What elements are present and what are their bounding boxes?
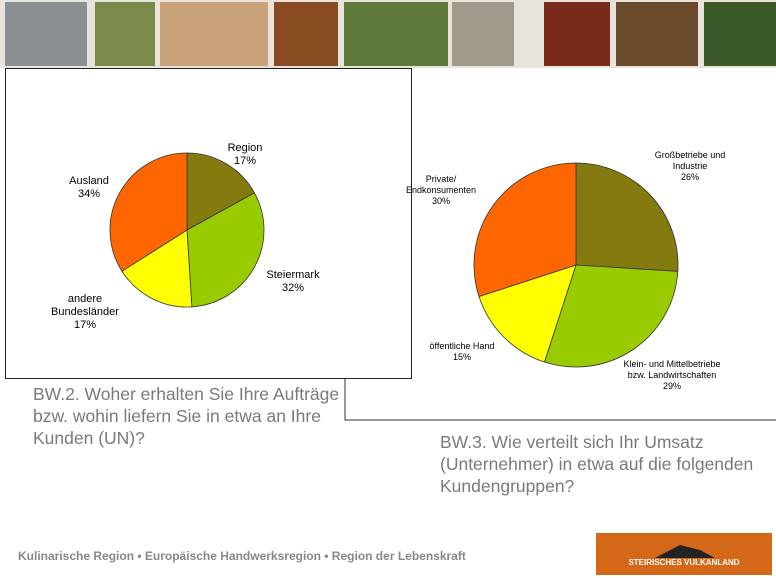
pies <box>109 152 679 368</box>
slice-category: Steiermark <box>266 268 320 281</box>
slice-category: öffentliche Hand <box>429 341 495 352</box>
pie-slice <box>186 192 265 308</box>
slice-percent: 34% <box>77 188 101 200</box>
slice-percent: 29% <box>662 380 681 391</box>
slice-percent: 32% <box>281 282 305 294</box>
footer: Kulinarische Region • Europäische Handwe… <box>18 549 466 563</box>
slice-percent: 26% <box>680 171 699 182</box>
pie-slice <box>473 162 577 298</box>
pie-slice <box>575 162 679 272</box>
pie-slice <box>543 264 679 368</box>
slice-category: Ausland <box>69 174 109 187</box>
logo: STEIRISCHES VULKANLAND <box>596 533 772 575</box>
slice-category: Klein- und Mittelbetriebe bzw. Landwirts… <box>623 358 721 380</box>
pie-slice <box>109 152 188 272</box>
slice-category: Private/ Endkonsumenten <box>405 173 477 195</box>
slice-percent: 30% <box>431 195 450 206</box>
pie-slice <box>186 152 256 231</box>
slice-percent: 15% <box>452 352 471 362</box>
slice-category: andere Bundesländer <box>51 293 119 319</box>
logo-text: STEIRISCHES VULKANLAND <box>628 558 739 567</box>
photo-banner <box>0 0 776 68</box>
slice-percent: 17% <box>73 319 97 332</box>
slice-label: andere Bundesländer 17% <box>35 293 135 333</box>
caption: BW.3. Wie verteilt sich Ihr Umsatz (Unte… <box>440 432 754 496</box>
slice-label: Klein- und Mittelbetriebe bzw. Landwirts… <box>617 359 727 391</box>
slice-label: Steiermark 32% <box>258 269 328 295</box>
slice-percent: 17% <box>233 155 257 167</box>
slice-label: öffentliche Hand 15% <box>417 341 507 363</box>
slice-label: Private/ Endkonsumenten 30% <box>396 174 486 206</box>
pie-slice <box>478 264 577 363</box>
slice-category: Großbetriebe und Industrie <box>654 149 726 171</box>
slice-category: Region <box>227 141 263 154</box>
caption: BW.2. Woher erhalten Sie Ihre Aufträge b… <box>33 384 340 448</box>
pie-slice <box>121 229 193 308</box>
panel-border <box>344 378 776 421</box>
slice-label: Großbetriebe und Industrie 26% <box>645 150 735 182</box>
slice-label: Region 17% <box>215 142 275 168</box>
slice-label: Ausland 34% <box>59 175 119 201</box>
